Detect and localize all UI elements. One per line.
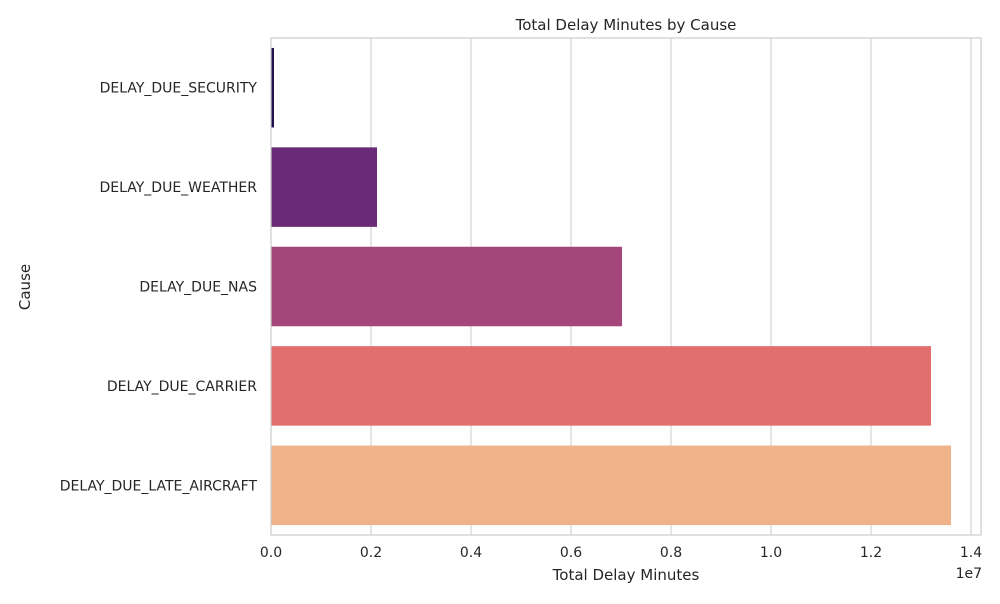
bar-delay-due-weather bbox=[271, 147, 377, 227]
chart-title: Total Delay Minutes by Cause bbox=[515, 16, 737, 34]
x-tick-label: 0.6 bbox=[560, 545, 582, 561]
y-axis-title: Cause bbox=[16, 264, 34, 310]
y-tick-label: DELAY_DUE_WEATHER bbox=[100, 180, 258, 196]
y-tick-labels: DELAY_DUE_SECURITY DELAY_DUE_WEATHER DELAY… bbox=[60, 81, 258, 495]
bar-delay-due-nas bbox=[271, 246, 622, 327]
bar-layer bbox=[271, 47, 951, 526]
x-axis-title: Total Delay Minutes bbox=[552, 566, 700, 584]
bar-delay-due-security bbox=[271, 47, 274, 128]
y-tick-label: DELAY_DUE_CARRIER bbox=[107, 379, 257, 395]
x-tick-label: 0.8 bbox=[660, 545, 682, 561]
x-tick-labels: 0.0 0.2 0.4 0.6 0.8 1.0 1.2 1.4 bbox=[260, 545, 982, 561]
y-tick-label: DELAY_DUE_NAS bbox=[139, 280, 257, 296]
x-tick-label: 1.0 bbox=[760, 545, 782, 561]
bar-delay-due-carrier bbox=[271, 346, 931, 426]
x-tick-label: 1.4 bbox=[960, 545, 982, 561]
x-axis-offset-label: 1e7 bbox=[956, 566, 982, 582]
x-tick-label: 1.2 bbox=[860, 545, 882, 561]
y-tick-label: DELAY_DUE_LATE_AIRCRAFT bbox=[60, 478, 258, 494]
plot-frame bbox=[270, 37, 982, 536]
y-tick-label: DELAY_DUE_SECURITY bbox=[100, 81, 258, 97]
x-tick-label: 0.0 bbox=[260, 545, 282, 561]
bar-delay-due-late-aircraft bbox=[271, 445, 951, 526]
x-tick-label: 0.4 bbox=[460, 545, 482, 561]
x-tick-label: 0.2 bbox=[360, 545, 382, 561]
